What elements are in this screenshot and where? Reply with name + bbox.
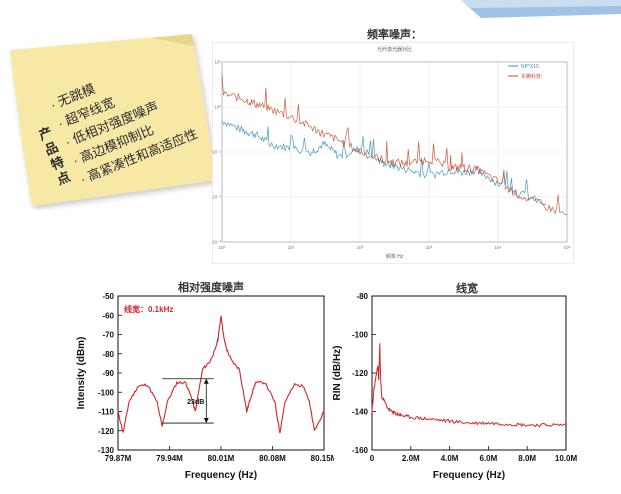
legend-label: 东腾科技 — [521, 73, 541, 80]
arrow-down-icon — [203, 418, 209, 424]
x-tick-label: 80.15M — [311, 454, 334, 463]
y-tick-label: -80 — [102, 350, 114, 359]
freq-noise-heading: 频率噪声： — [367, 28, 422, 41]
rin-heading: 相对强度噪声 — [178, 281, 244, 294]
plot-frame — [221, 61, 568, 243]
y-axis-label: RIN (dB/Hz) — [332, 346, 343, 401]
y-tick-label: -160 — [352, 446, 369, 455]
feature-sticky-note: · 无跳模 · 超窄线宽 · 低相对强度噪声 · 高边模抑制比 · 高紧凑性和高适应性产… — [2, 30, 220, 210]
y-tick-label: -100 — [98, 388, 115, 397]
feature-label-char: 点 — [55, 169, 73, 188]
x-axis-label: 频率 Hz — [386, 253, 404, 260]
series-line-2 — [221, 74, 568, 216]
x-tick-label: 6.0M — [480, 454, 498, 463]
linewidth-heading: 线宽 — [456, 282, 478, 295]
y-tick-label: 10⁰ — [214, 105, 221, 110]
marker-label: 23dB — [187, 399, 204, 406]
y-tick-label: -100 — [352, 331, 369, 340]
y-tick-label: -60 — [102, 311, 114, 320]
y-tick-label: -70 — [102, 331, 114, 340]
y-tick-label: -140 — [352, 408, 369, 417]
x-tick-label: 79.94M — [156, 454, 183, 463]
x-tick-label: 8.0M — [518, 454, 536, 463]
y-tick-label: -50 — [102, 292, 114, 301]
y-tick-label: 10⁻³ — [212, 240, 221, 245]
y-tick-label: 10¹ — [214, 60, 221, 65]
x-tick-label: 10⁰ — [219, 245, 226, 250]
sticky-note-paper: · 无跳模· 超窄线宽· 低相对强度噪声· 高边模抑制比· 高紧凑性和高适应性产… — [10, 34, 216, 206]
rin-series-line — [117, 315, 325, 434]
y-tick-label: -90 — [102, 369, 114, 378]
x-tick-label: 10⁵ — [564, 245, 571, 250]
linewidth-series-line — [371, 343, 567, 428]
x-tick-label: 80.01M — [208, 454, 235, 463]
x-tick-label: 10.0M — [555, 454, 578, 463]
x-tick-label: 10⁴ — [495, 245, 502, 250]
x-tick-label: 79.87M — [105, 454, 132, 463]
x-tick-label: 4.0M — [441, 454, 459, 463]
x-tick-label: 10¹ — [288, 245, 295, 250]
x-axis-label: Frequency (Hz) — [185, 470, 257, 481]
y-axis-label: Intensity (dBm) — [76, 337, 87, 410]
plot-frame — [371, 295, 567, 451]
feature-label-char: 品 — [43, 139, 61, 158]
arrow-up-icon — [203, 378, 209, 384]
x-tick-label: 0 — [370, 454, 375, 463]
x-tick-label: 10² — [357, 245, 364, 250]
x-axis-label: Frequency (Hz) — [433, 470, 505, 481]
y-tick-label: -120 — [98, 427, 115, 436]
y-tick-label: -110 — [98, 408, 114, 417]
freq-noise-chart: 光纤激光器对比 10⁰ 10¹ 10² 10³ 10⁴ 10⁵ 10¹ 10⁰ 10⁻¹ 10⁻² 1… — [212, 42, 574, 264]
decorative-corner-shape — [461, 0, 621, 18]
y-tick-label: -120 — [352, 369, 369, 378]
x-tick-label: 10³ — [426, 245, 433, 250]
chart-title: 光纤激光器对比 — [377, 46, 412, 53]
feature-label-char: 特 — [49, 154, 67, 173]
feature-label-char: 产 — [37, 124, 55, 143]
x-tick-label: 2.0M — [402, 454, 420, 463]
legend-label: NP*X15 — [521, 64, 539, 70]
y-tick-label: 10⁻¹ — [212, 150, 221, 155]
linewidth-annotation: 线宽：0.1kHz — [124, 304, 173, 314]
x-tick-label: 80.08M — [259, 454, 286, 463]
y-tick-label: -130 — [98, 446, 115, 455]
y-tick-label: -80 — [356, 292, 368, 301]
chart-background — [212, 42, 574, 264]
plot-frame — [117, 295, 325, 451]
y-tick-label: 10⁻² — [212, 195, 221, 200]
